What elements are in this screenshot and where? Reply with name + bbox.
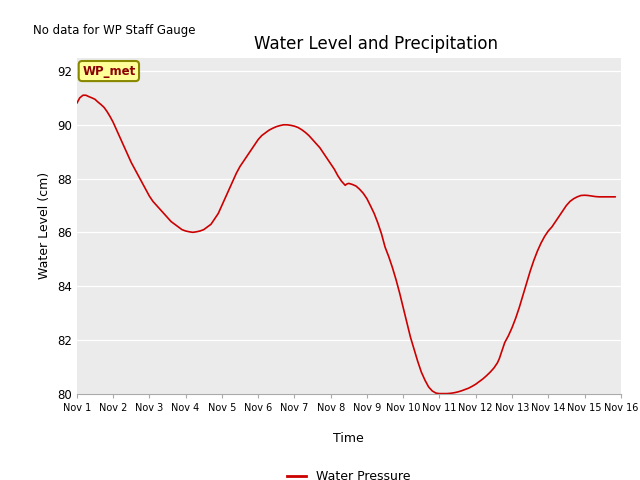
Y-axis label: Water Level (cm): Water Level (cm): [38, 172, 51, 279]
Text: No data for WP Staff Gauge: No data for WP Staff Gauge: [33, 24, 196, 37]
Title: Water Level and Precipitation: Water Level and Precipitation: [254, 35, 498, 53]
Legend: Water Pressure: Water Pressure: [282, 465, 415, 480]
X-axis label: Time: Time: [333, 432, 364, 445]
Text: WP_met: WP_met: [82, 64, 136, 78]
